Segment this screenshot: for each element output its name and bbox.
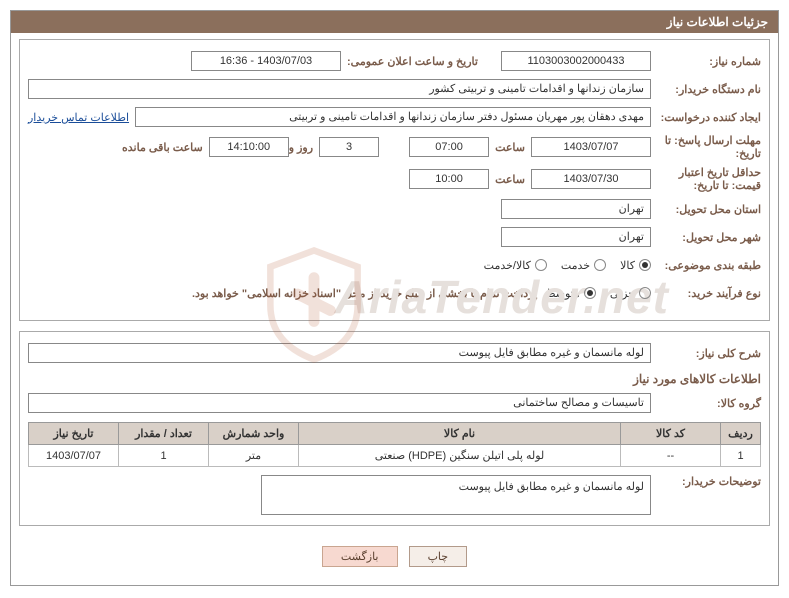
- days-and-label: روز و: [289, 141, 319, 154]
- radio-medium-label: متوسط: [545, 287, 580, 300]
- classification-label: طبقه بندی موضوعی:: [651, 259, 761, 272]
- th-unit: واحد شمارش: [209, 423, 299, 445]
- buyer-notes-label: توضیحات خریدار:: [651, 475, 761, 488]
- goods-info-title: اطلاعات کالاهای مورد نیاز: [28, 372, 761, 386]
- footer-buttons: چاپ بازگشت: [19, 536, 770, 579]
- main-fields-box: شماره نیاز: 1103003002000433 تاریخ و ساع…: [19, 39, 770, 321]
- buyer-notes-value: لوله مانسمان و غیره مطابق فایل پیوست: [261, 475, 651, 515]
- time-left-value: 14:10:00: [209, 137, 289, 157]
- buyer-contact-link[interactable]: اطلاعات تماس خریدار: [28, 111, 135, 124]
- th-code: کد کالا: [621, 423, 721, 445]
- general-desc-label: شرح کلی نیاز:: [651, 347, 761, 360]
- city-label: شهر محل تحویل:: [651, 231, 761, 244]
- hour-label-1: ساعت: [489, 141, 531, 154]
- radio-medium-input[interactable]: [584, 287, 596, 299]
- radio-goods-input[interactable]: [639, 259, 651, 271]
- classification-radio-group: کالا خدمت کالا/خدمت: [484, 259, 651, 272]
- radio-service-label: خدمت: [561, 259, 590, 272]
- remaining-label: ساعت باقی مانده: [122, 141, 209, 154]
- table-header-row: ردیف کد کالا نام کالا واحد شمارش تعداد /…: [29, 423, 761, 445]
- goods-box: شرح کلی نیاز: لوله مانسمان و غیره مطابق …: [19, 331, 770, 526]
- goods-group-value: تاسیسات و مصالح ساختمانی: [28, 393, 651, 413]
- announce-dt-label: تاریخ و ساعت اعلان عمومی:: [341, 55, 501, 68]
- days-left-value: 3: [319, 137, 379, 157]
- reply-date-value: 1403/07/07: [531, 137, 651, 157]
- announce-dt-value: 1403/07/03 - 16:36: [191, 51, 341, 71]
- process-type-label: نوع فرآیند خرید:: [651, 287, 761, 300]
- city-value: تهران: [501, 227, 651, 247]
- hour-label-2: ساعت: [489, 173, 531, 186]
- province-value: تهران: [501, 199, 651, 219]
- radio-both[interactable]: کالا/خدمت: [484, 259, 547, 272]
- buyer-name-label: نام دستگاه خریدار:: [651, 83, 761, 96]
- table-row: 1 -- لوله پلی اتیلن سنگین (HDPE) صنعتی م…: [29, 445, 761, 467]
- radio-both-label: کالا/خدمت: [484, 259, 531, 272]
- need-number-value: 1103003002000433: [501, 51, 651, 71]
- price-date-value: 1403/07/30: [531, 169, 651, 189]
- reply-deadline-label: مهلت ارسال پاسخ: تا تاریخ:: [651, 134, 761, 160]
- radio-partial-input[interactable]: [639, 287, 651, 299]
- radio-partial[interactable]: جزیی: [610, 287, 651, 300]
- buyer-name-value: سازمان زندانها و اقدامات تامینی و تربیتی…: [28, 79, 651, 99]
- panel-title: جزئیات اطلاعات نیاز: [11, 11, 778, 33]
- th-qty: تعداد / مقدار: [119, 423, 209, 445]
- goods-group-label: گروه کالا:: [651, 397, 761, 410]
- radio-goods-label: کالا: [620, 259, 635, 272]
- radio-both-input[interactable]: [535, 259, 547, 271]
- td-date: 1403/07/07: [29, 445, 119, 467]
- requester-label: ایجاد کننده درخواست:: [651, 111, 761, 124]
- goods-table: ردیف کد کالا نام کالا واحد شمارش تعداد /…: [28, 422, 761, 467]
- th-name: نام کالا: [299, 423, 621, 445]
- td-row: 1: [721, 445, 761, 467]
- general-desc-value: لوله مانسمان و غیره مطابق فایل پیوست: [28, 343, 651, 363]
- radio-partial-label: جزیی: [610, 287, 635, 300]
- td-code: --: [621, 445, 721, 467]
- reply-time-value: 07:00: [409, 137, 489, 157]
- th-row: ردیف: [721, 423, 761, 445]
- print-button[interactable]: چاپ: [409, 546, 468, 567]
- radio-service-input[interactable]: [594, 259, 606, 271]
- details-panel: جزئیات اطلاعات نیاز شماره نیاز: 11030030…: [10, 10, 779, 586]
- process-radio-group: جزیی متوسط: [545, 287, 651, 300]
- radio-medium[interactable]: متوسط: [545, 287, 596, 300]
- province-label: استان محل تحویل:: [651, 203, 761, 216]
- payment-note: پرداخت تمام یا بخشی از مبلغ خرید،از محل …: [192, 287, 537, 300]
- back-button[interactable]: بازگشت: [322, 546, 398, 567]
- price-deadline-label: حداقل تاریخ اعتبار قیمت: تا تاریخ:: [651, 166, 761, 192]
- radio-service[interactable]: خدمت: [561, 259, 606, 272]
- need-number-label: شماره نیاز:: [651, 55, 761, 68]
- radio-goods[interactable]: کالا: [620, 259, 651, 272]
- requester-value: مهدی دهقان پور مهریان مسئول دفتر سازمان …: [135, 107, 651, 127]
- price-time-value: 10:00: [409, 169, 489, 189]
- td-unit: متر: [209, 445, 299, 467]
- td-name: لوله پلی اتیلن سنگین (HDPE) صنعتی: [299, 445, 621, 467]
- th-date: تاریخ نیاز: [29, 423, 119, 445]
- td-qty: 1: [119, 445, 209, 467]
